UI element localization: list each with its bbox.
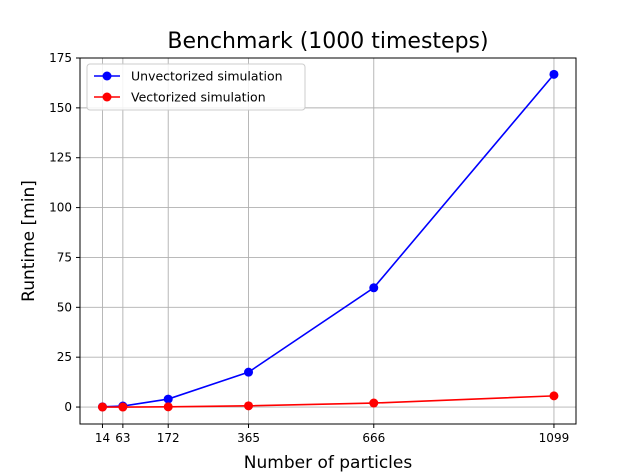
plot-series (97, 69, 559, 412)
plot-frame (79, 57, 577, 425)
x-tick-label: 365 (237, 431, 260, 445)
data-point-vectorized (163, 402, 173, 412)
legend: Unvectorized simulation Vectorized simul… (86, 63, 306, 111)
legend-marker-vectorized (102, 92, 112, 102)
y-tick-label: 150 (49, 101, 72, 115)
chart-title: Benchmark (1000 timesteps) (167, 29, 488, 54)
data-point-unvectorized (244, 367, 254, 377)
y-tick-label: 75 (57, 250, 72, 264)
y-tick-label: 0 (64, 400, 72, 414)
legend-label-unvectorized: Unvectorized simulation (131, 69, 283, 84)
axis-ticks: 14 63 172 365 666 1099 0 25 50 75 100 125 150 175 (49, 51, 569, 445)
data-point-vectorized (118, 402, 128, 412)
data-point-vectorized (549, 391, 559, 401)
y-axis-label: Runtime [min] (19, 180, 39, 302)
y-tick-label: 50 (57, 300, 72, 314)
legend-label-vectorized: Vectorized simulation (131, 90, 266, 105)
x-axis-label: Number of particles (244, 453, 413, 473)
y-tick-label: 25 (57, 350, 72, 364)
data-point-unvectorized (369, 283, 379, 293)
grid (80, 57, 576, 424)
y-tick-label: 125 (49, 151, 72, 165)
legend-box (86, 63, 306, 111)
data-point-vectorized (97, 402, 107, 412)
data-point-vectorized (244, 401, 254, 411)
legend-marker-unvectorized (102, 71, 112, 81)
data-point-vectorized (369, 398, 379, 408)
data-point-unvectorized (163, 394, 173, 404)
y-tick-label: 100 (49, 201, 72, 215)
x-tick-label: 14 (95, 431, 110, 445)
x-tick-label: 172 (157, 431, 180, 445)
x-tick-label: 63 (115, 431, 130, 445)
y-tick-label: 175 (49, 51, 72, 65)
x-tick-label: 1099 (539, 431, 570, 445)
x-tick-label: 666 (362, 431, 385, 445)
data-point-unvectorized (549, 69, 559, 79)
